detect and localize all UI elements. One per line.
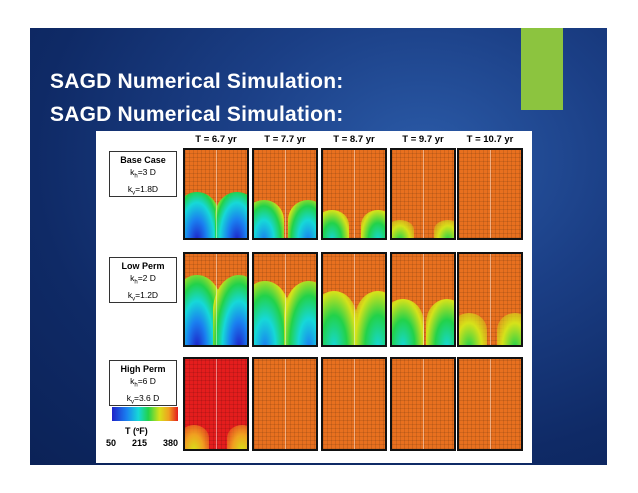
temperature-panel (321, 357, 387, 451)
time-label-3: T = 8.7 yr (333, 134, 375, 145)
case-box-high-perm: High Perm kh=6 D kv=3.6 D (109, 360, 177, 406)
slide-title-line-1: SAGD Numerical Simulation: (50, 70, 344, 93)
colorbar-tick-mid: 215 (132, 438, 148, 448)
case-kv: kv=1.8D (127, 183, 159, 197)
temperature-colorbar (112, 407, 178, 421)
time-label-4: T = 9.7 yr (402, 134, 444, 145)
colorbar-tick-max: 380 (163, 438, 179, 448)
case-name: High Perm (120, 364, 166, 374)
temperature-panel (390, 357, 456, 451)
time-label-1: T = 6.7 yr (195, 134, 237, 145)
case-name: Base Case (120, 155, 166, 165)
case-kv: kv=1.2D (127, 289, 159, 303)
temperature-panel (457, 148, 523, 240)
temperature-panel (457, 357, 523, 451)
time-label-2: T = 7.7 yr (264, 134, 306, 145)
temperature-panel (252, 357, 318, 451)
case-box-low-perm: Low Perm kh=2 D kv=1.2D (109, 257, 177, 303)
temperature-panel (252, 148, 318, 240)
case-kh: kh=3 D (130, 167, 156, 180)
temperature-panel (183, 357, 249, 451)
case-name: Low Perm (121, 261, 165, 271)
slide-title-line-2: SAGD Numerical Simulation: (50, 103, 344, 126)
case-kh: kh=2 D (130, 273, 156, 286)
case-kv: kv=3.6 D (126, 392, 160, 406)
temperature-panel (183, 252, 249, 347)
case-box-base: Base Case kh=3 D kv=1.8D (109, 151, 177, 197)
accent-bar (521, 28, 563, 110)
temperature-panel (321, 252, 387, 347)
colorbar-title: T (ºF) (125, 426, 148, 436)
simulation-figure: T = 6.7 yr T = 7.7 yr T = 8.7 yr T = 9.7… (96, 131, 532, 463)
temperature-panel (390, 252, 456, 347)
temperature-panel (390, 148, 456, 240)
case-kh: kh=6 D (130, 376, 156, 389)
colorbar-tick-min: 50 (106, 438, 117, 448)
time-label-5: T = 10.7 yr (466, 134, 514, 145)
temperature-panel (252, 252, 318, 347)
temperature-panel (321, 148, 387, 240)
temperature-panel (457, 252, 523, 347)
temperature-panel (183, 148, 249, 240)
